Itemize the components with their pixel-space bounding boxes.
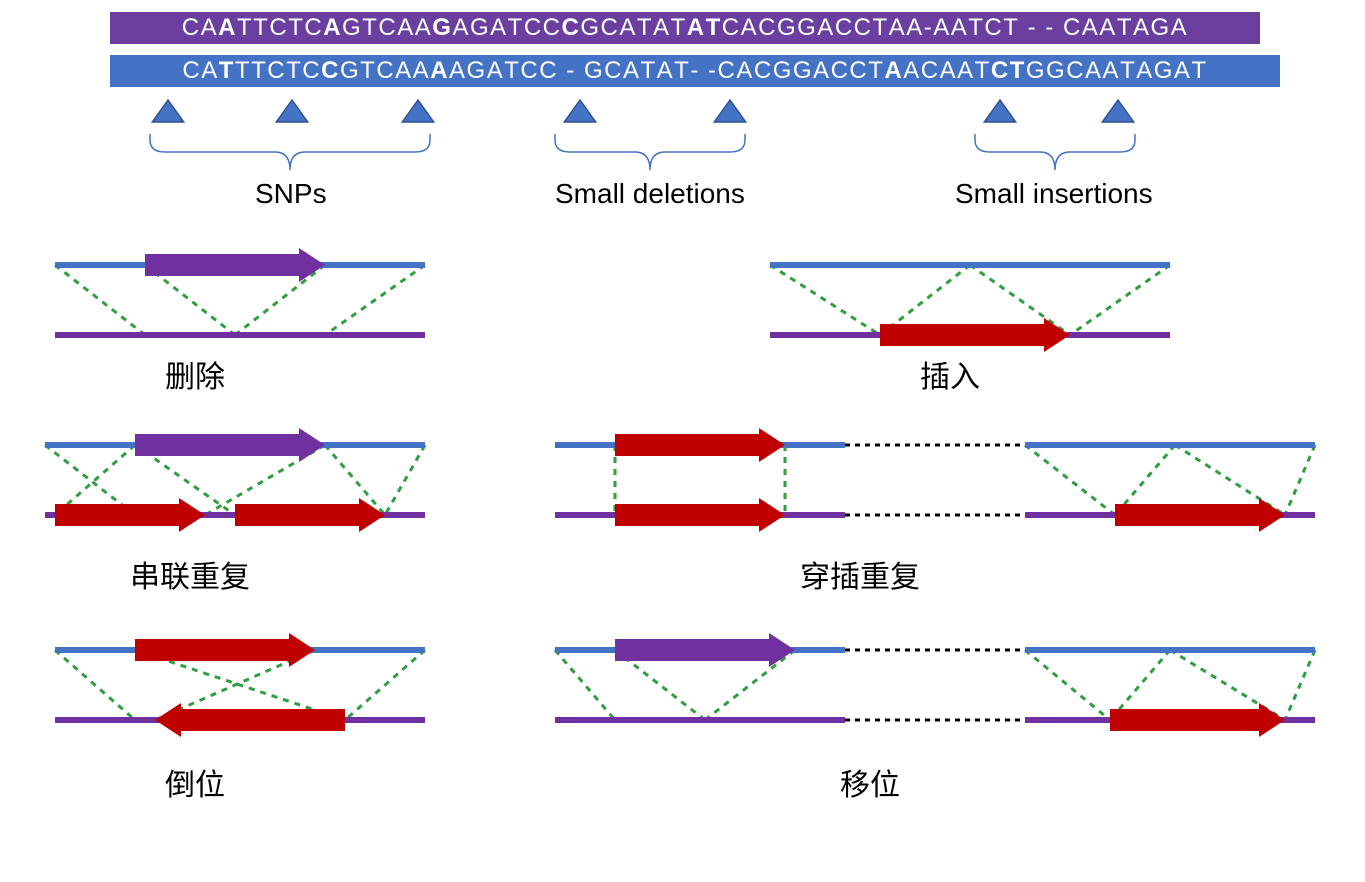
label-deletion-cn: 删除 [165, 352, 225, 396]
label-tandem-cn: 串联重复 [130, 552, 250, 596]
label-insertion-cn: 插入 [920, 352, 980, 396]
label-interspersed-cn: 穿插重复 [800, 552, 920, 596]
label-translocation-cn: 移位 [840, 760, 900, 804]
label-inversion-cn: 倒位 [165, 760, 225, 804]
structural-variant-diagrams [0, 0, 1365, 882]
